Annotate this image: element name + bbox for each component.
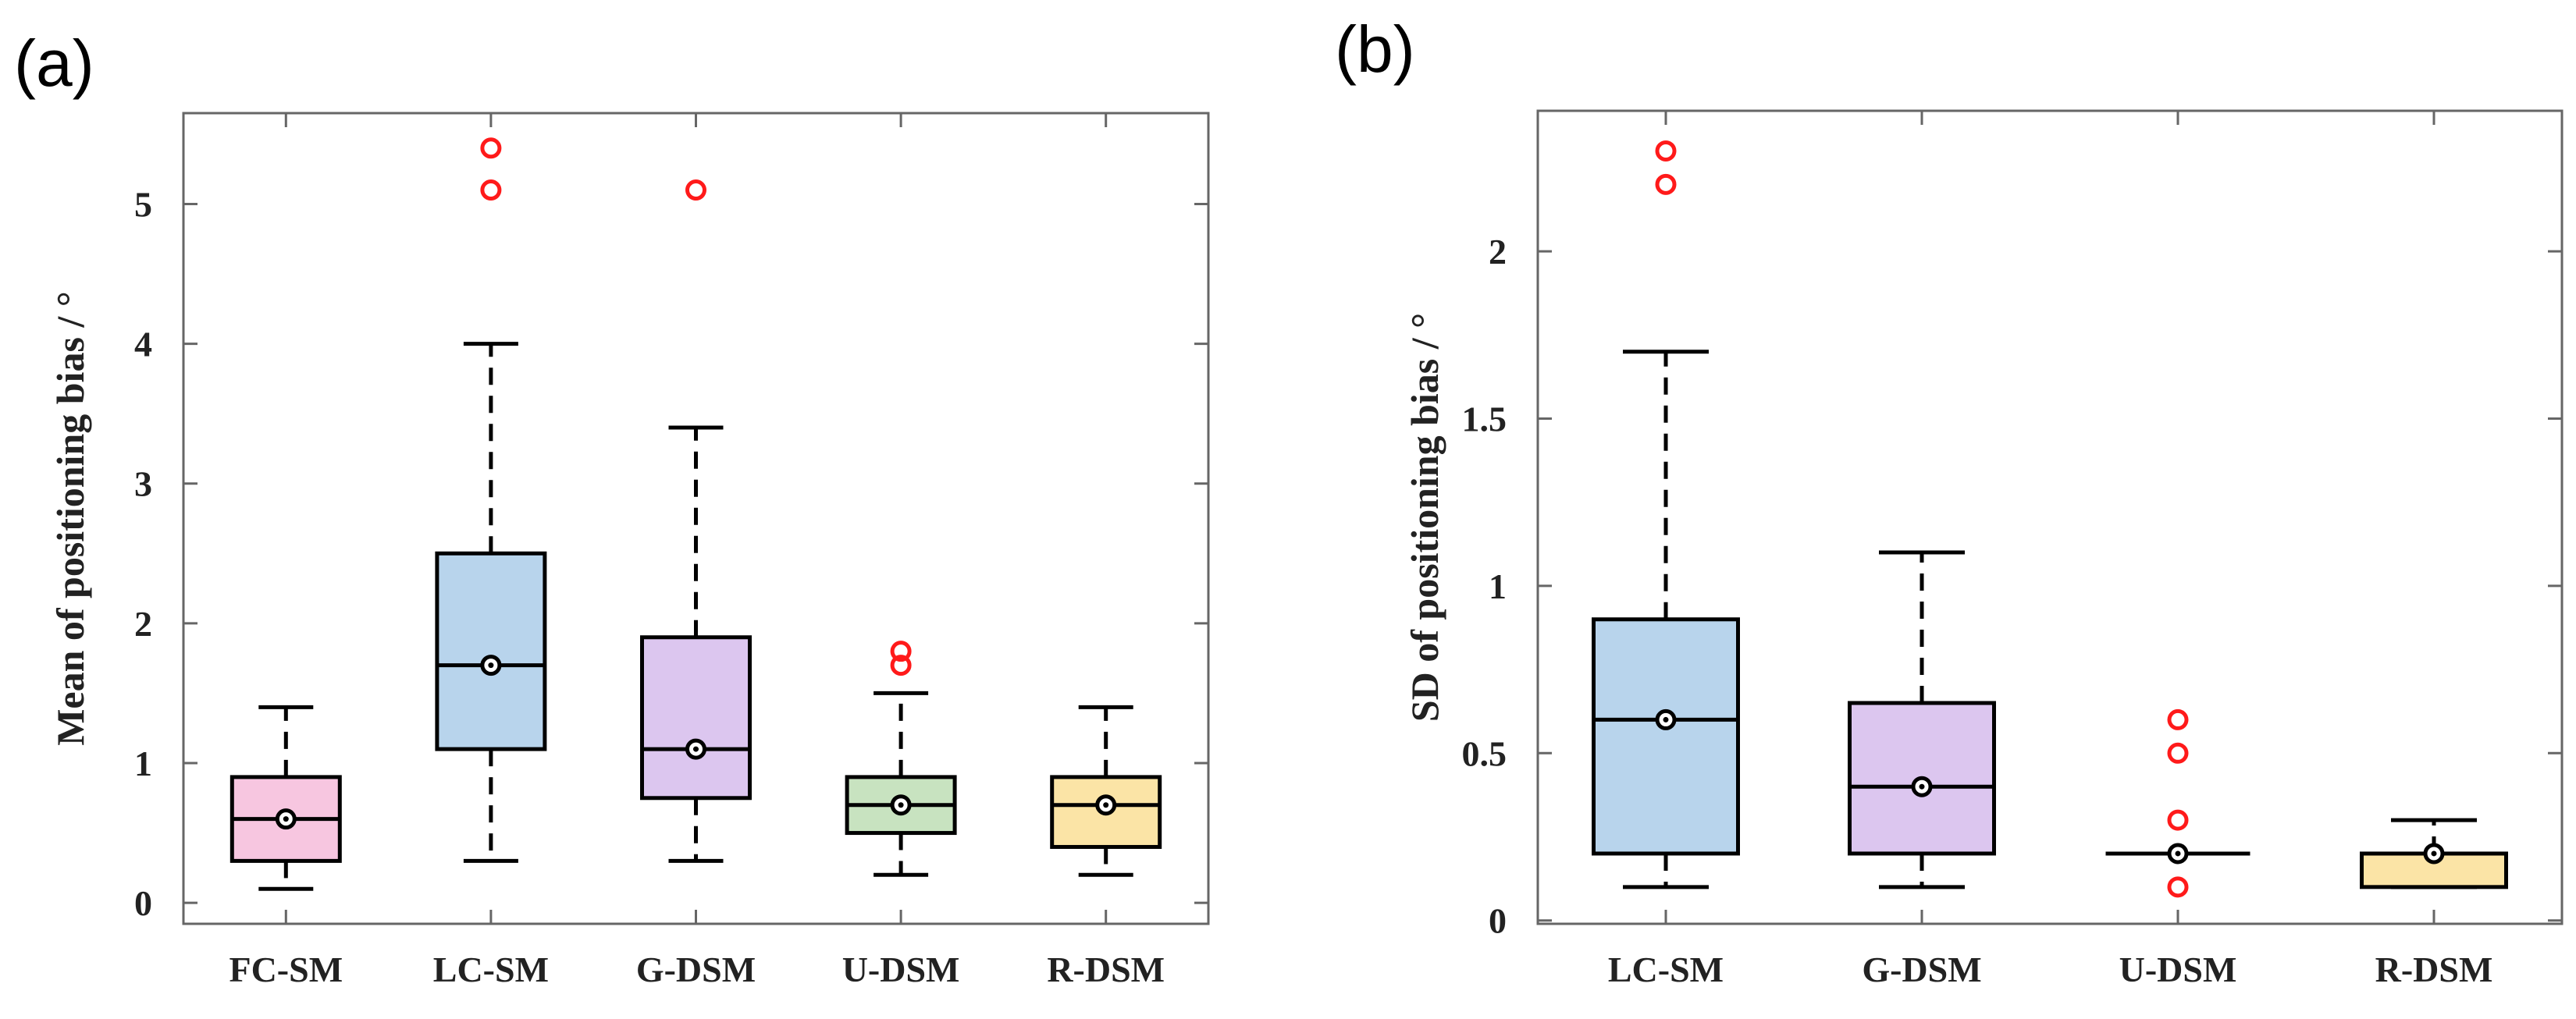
panel-b-sd-positioning-bias: (b) 0 0.5 1 1.5 2 SD of positioning bias / ° L… xyxy=(1335,12,2564,989)
box-r-dsm xyxy=(2360,818,2508,889)
y-tick-label: 3 xyxy=(134,464,152,504)
outlier-point xyxy=(2167,708,2189,730)
panel-a-label: (a) xyxy=(14,27,94,100)
y-axis-label: Mean of positioning bias / ° xyxy=(48,291,92,746)
y-tick-label: 1.5 xyxy=(1462,399,1507,439)
outlier-point xyxy=(1655,140,1677,162)
x-tick-label: G-DSM xyxy=(636,950,756,989)
box-u-dsm xyxy=(845,641,957,877)
outlier-point xyxy=(1655,173,1677,195)
y-tick-label: 0 xyxy=(1489,901,1507,941)
x-tick-label: LC-SM xyxy=(1608,950,1724,989)
outlier-point xyxy=(2167,876,2189,898)
y-tick-label: 0.5 xyxy=(1462,733,1507,773)
outlier-point xyxy=(685,179,706,201)
y-axis-label: SD of positioning bias / ° xyxy=(1403,313,1446,722)
panel-b-label: (b) xyxy=(1335,12,1415,86)
x-tick-label: R-DSM xyxy=(2375,950,2493,989)
box-lc-sm xyxy=(435,137,547,863)
y-tick-label: 1 xyxy=(134,744,152,783)
x-tick-label: G-DSM xyxy=(1862,950,1981,989)
mean-marker-dot xyxy=(2175,850,2181,857)
mean-marker-dot xyxy=(1663,716,1669,723)
mean-marker-dot xyxy=(693,746,699,752)
panel-a-mean-positioning-bias: (a) 0 1 2 3 4 5 Mean of positioning bias / ° FC… xyxy=(14,27,1210,989)
mean-marker-dot xyxy=(283,816,289,822)
box-g-dsm xyxy=(1848,550,1996,889)
box-u-dsm xyxy=(2105,708,2250,898)
x-tick-label: U-DSM xyxy=(842,950,960,989)
x-tick-label: R-DSM xyxy=(1047,950,1165,989)
mean-marker-dot xyxy=(488,662,494,669)
mean-marker-dot xyxy=(898,802,904,808)
y-tick-label: 2 xyxy=(134,604,152,644)
x-tick-label: FC-SM xyxy=(229,950,343,989)
x-tick-label: LC-SM xyxy=(433,950,549,989)
iqr-box xyxy=(435,551,547,751)
box-fc-sm xyxy=(229,705,342,891)
iqr-box xyxy=(640,635,752,801)
y-tick-label: 1 xyxy=(1489,566,1507,606)
plot-frame-b xyxy=(1536,109,2564,925)
outlier-point xyxy=(2167,742,2189,764)
outlier-point xyxy=(480,137,502,159)
y-tick-label: 0 xyxy=(134,883,152,923)
mean-marker-dot xyxy=(1103,802,1109,808)
y-tick-label: 4 xyxy=(134,325,152,364)
iqr-box xyxy=(1050,775,1162,849)
box-r-dsm xyxy=(1050,705,1162,877)
outlier-point xyxy=(890,655,912,676)
x-tick-label: U-DSM xyxy=(2119,950,2237,989)
box-g-dsm xyxy=(640,179,752,863)
outlier-point xyxy=(890,641,912,662)
outlier-point xyxy=(2167,809,2189,831)
iqr-box xyxy=(1592,617,1740,856)
mean-marker-dot xyxy=(1919,783,1925,790)
y-tick-label: 5 xyxy=(134,184,152,224)
y-tick-label: 2 xyxy=(1489,232,1507,272)
outlier-point xyxy=(480,179,502,201)
box-lc-sm xyxy=(1592,140,1740,889)
mean-marker-dot xyxy=(2431,850,2437,857)
